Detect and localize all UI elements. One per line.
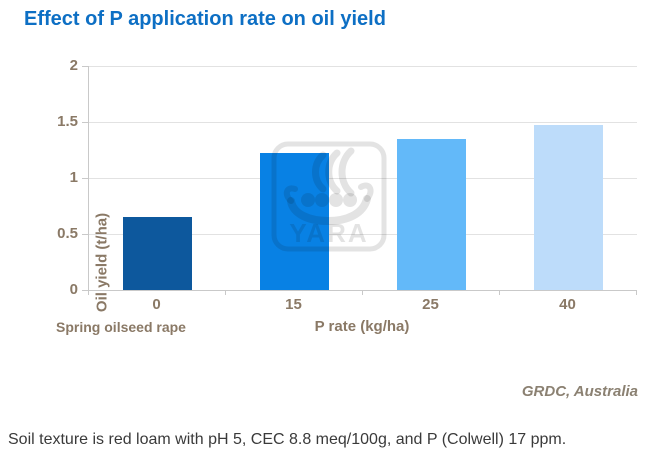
y-tick-mark [82, 122, 88, 123]
x-tick-mark [362, 290, 363, 295]
y-tick-label-1.5: 1.5 [57, 113, 78, 130]
y-tick-label-0.5: 0.5 [57, 225, 78, 242]
bar-p25 [397, 139, 466, 290]
series-note: Spring oilseed rape [56, 319, 186, 335]
y-tick-label-0: 0 [69, 281, 78, 298]
x-tick-mark [636, 290, 637, 295]
x-tick-mark [225, 290, 226, 295]
figure-caption: Soil texture is red loam with pH 5, CEC … [8, 431, 567, 448]
bar-p15 [260, 153, 329, 290]
y-tick-mark [82, 178, 88, 179]
x-tick-label-40: 40 [559, 296, 576, 313]
x-tick-label-15: 15 [285, 296, 302, 313]
plot-area: Oil yield (t/ha) [88, 66, 637, 312]
y-tick-mark [82, 66, 88, 67]
bar-p0 [123, 217, 192, 290]
source-credit: GRDC, Australia [521, 383, 638, 400]
y-tick-mark [82, 234, 88, 235]
x-tick-mark [499, 290, 500, 295]
y-tick-mark [82, 290, 88, 291]
gridline-y-2 [89, 66, 637, 67]
x-axis-title: P rate (kg/ha) [314, 318, 410, 335]
y-tick-label-2: 2 [69, 57, 78, 74]
gridline-y-1.5 [89, 122, 637, 123]
bar-p40 [534, 125, 603, 290]
chart-title: Effect of P application rate on oil yiel… [24, 8, 386, 30]
y-axis-title: Oil yield (t/ha) [93, 212, 111, 313]
x-tick-label-0: 0 [152, 296, 161, 313]
y-tick-label-1: 1 [69, 169, 78, 186]
x-tick-label-25: 25 [422, 296, 439, 313]
x-tick-mark [88, 290, 89, 295]
